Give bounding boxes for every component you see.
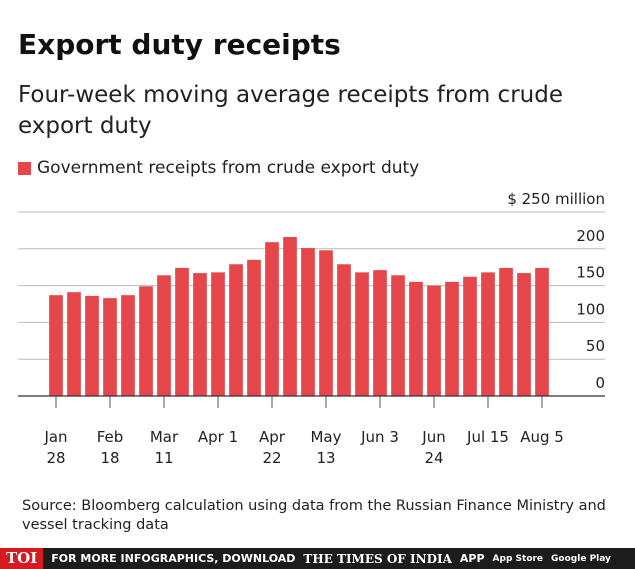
x-tick-label: Jun 3 (361, 428, 399, 446)
x-tick-label: Aug 5 (520, 428, 564, 446)
bar (193, 273, 207, 396)
x-tick-label: Jan 28 (44, 428, 68, 467)
legend-label: Government receipts from crude export du… (37, 158, 420, 178)
bar (337, 264, 351, 396)
x-tick-label: Jun 24 (422, 428, 446, 467)
x-tick-label: Mar 11 (149, 428, 179, 467)
logo: TOI (0, 548, 44, 569)
y-tick-label: 150 (576, 264, 605, 282)
source: Source: Bloomberg calculation using data… (22, 498, 606, 533)
chart-subtitle: Four-week moving average receipts from c… (18, 82, 563, 139)
bar (427, 285, 441, 396)
bar (121, 295, 135, 396)
y-tick-label: 0 (595, 374, 605, 392)
x-tick-label: Apr 22 (259, 428, 285, 467)
x-tick-label: Jul 15 (467, 428, 509, 446)
x-tick-label: Feb 18 (96, 428, 124, 467)
bar (139, 286, 153, 396)
y-tick-label: $ 250 million (507, 190, 605, 208)
bar (229, 264, 243, 396)
bar (283, 237, 297, 396)
chart-title: Export duty receipts (18, 28, 341, 61)
bar (355, 272, 369, 396)
legend: Government receipts from crude export du… (18, 158, 419, 178)
bar (517, 273, 531, 396)
bar (103, 298, 117, 396)
bar (535, 267, 549, 396)
y-tick-label: 200 (576, 227, 605, 245)
store-link[interactable]: Google Play (551, 553, 611, 564)
footer-brand: THE TIMES OF INDIA (303, 551, 452, 566)
footer: TOI FOR MORE INFOGRAPHICS, DOWNLOAD THE … (0, 548, 635, 569)
footer-text: FOR MORE INFOGRAPHICS, DOWNLOAD (51, 552, 296, 565)
bar (391, 275, 405, 396)
bar (157, 275, 171, 396)
bar (175, 267, 189, 396)
bar (499, 267, 513, 396)
bar (481, 272, 495, 396)
bar (445, 281, 459, 396)
x-tick-label: Apr 1 (197, 428, 239, 446)
store-link[interactable]: App Store (492, 553, 544, 564)
bar (49, 295, 63, 396)
bar (85, 295, 99, 396)
bar (247, 259, 261, 396)
footer-suffix: APP (459, 552, 485, 565)
bar (463, 276, 477, 396)
bar (373, 270, 387, 396)
y-tick-label: 100 (576, 300, 605, 318)
bar (211, 272, 225, 396)
bar (265, 242, 279, 396)
y-tick-label: 50 (586, 337, 605, 355)
x-tick-label: May 13 (310, 428, 342, 467)
bar (301, 248, 315, 396)
bar (319, 250, 333, 396)
legend-swatch (18, 161, 31, 175)
bar (67, 292, 81, 396)
bar (409, 281, 423, 396)
